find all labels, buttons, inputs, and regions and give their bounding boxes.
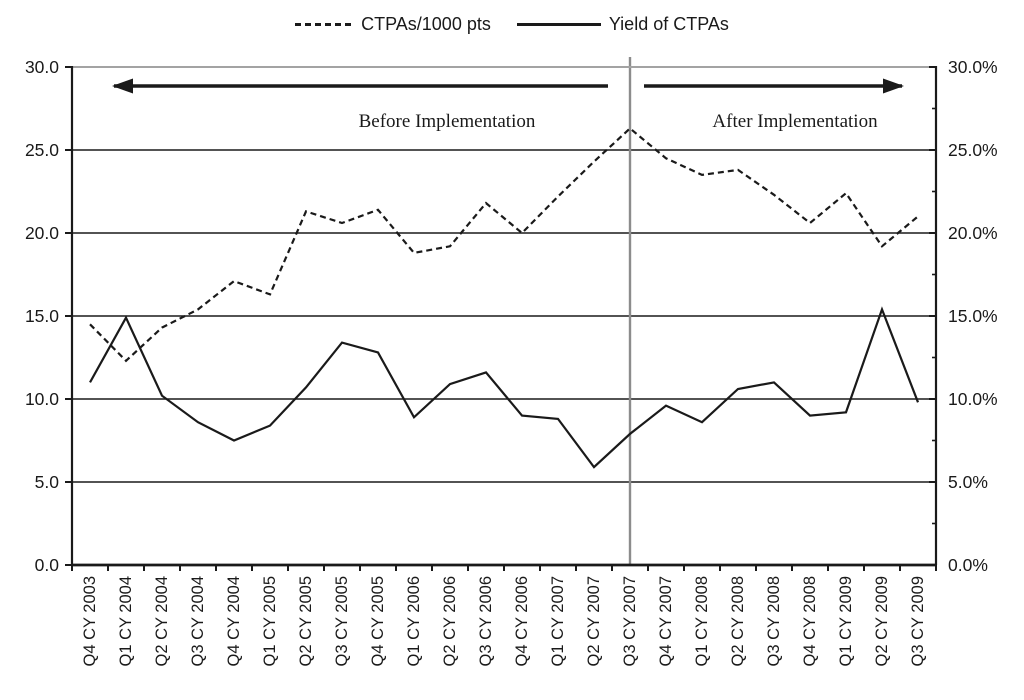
left-axis-tick-label: 10.0	[25, 389, 59, 409]
x-axis-category-label: Q3 CY 2008	[765, 576, 783, 667]
right-axis-tick-label: 15.0%	[948, 306, 998, 326]
x-axis-category-label: Q4 CY 2007	[657, 576, 675, 667]
left-axis-tick-label: 5.0	[35, 472, 60, 492]
x-axis-category-label: Q2 CY 2004	[153, 576, 171, 667]
after-implementation-label: After Implementation	[712, 111, 878, 132]
x-axis-category-label: Q3 CY 2007	[621, 576, 639, 667]
x-axis-category-label: Q2 CY 2006	[441, 576, 459, 667]
left-axis-tick-label: 30.0	[25, 57, 59, 77]
right-axis-tick-label: 30.0%	[948, 57, 998, 77]
x-axis-category-label: Q1 CY 2007	[549, 576, 567, 667]
right-axis-tick-label: 0.0%	[948, 555, 988, 575]
left-axis-tick-label: 0.0	[35, 555, 60, 575]
x-axis-category-label: Q2 CY 2007	[585, 576, 603, 667]
dashed-line-sample-icon	[295, 23, 354, 26]
x-axis-category-label: Q2 CY 2008	[729, 576, 747, 667]
legend-item-ctpas: CTPAs/1000 pts	[295, 14, 491, 35]
x-axis-category-label: Q3 CY 2009	[909, 576, 927, 667]
x-axis-category-label: Q1 CY 2006	[405, 576, 423, 667]
legend-item-yield: Yield of CTPAs	[516, 14, 729, 35]
series-yield-of-ctpas	[89, 306, 920, 469]
x-axis-category-label: Q1 CY 2009	[837, 576, 855, 667]
legend-label-yield: Yield of CTPAs	[608, 14, 729, 34]
left-axis-tick-label: 25.0	[25, 140, 59, 160]
solid-line-sample-icon	[516, 23, 601, 26]
x-axis-category-label: Q4 CY 2003	[81, 576, 99, 667]
x-axis-category-label: Q4 CY 2006	[513, 576, 531, 667]
x-axis-category-label: Q4 CY 2005	[369, 576, 387, 667]
x-axis-category-label: Q3 CY 2006	[477, 576, 495, 667]
x-axis-category-label: Q4 CY 2004	[225, 576, 243, 667]
before-arrow-head-icon	[112, 78, 133, 94]
left-axis-tick-label: 20.0	[25, 223, 59, 243]
legend-label-ctpas: CTPAs/1000 pts	[361, 14, 491, 34]
x-axis-category-label: Q3 CY 2004	[189, 576, 207, 667]
chart-legend: CTPAs/1000 pts Yield of CTPAs	[0, 14, 1024, 35]
x-axis-category-label: Q4 CY 2008	[801, 576, 819, 667]
right-axis-tick-label: 10.0%	[948, 389, 998, 409]
x-axis-category-label: Q2 CY 2009	[873, 576, 891, 667]
x-axis-category-label: Q1 CY 2005	[261, 576, 279, 667]
right-axis-tick-label: 25.0%	[948, 140, 998, 160]
x-axis-category-label: Q1 CY 2004	[117, 576, 135, 667]
left-axis-tick-label: 15.0	[25, 306, 59, 326]
after-arrow-head-icon	[883, 78, 904, 94]
series-ctpas-per-1000-pts	[89, 126, 919, 363]
before-implementation-label: Before Implementation	[358, 111, 536, 132]
x-axis-category-label: Q2 CY 2005	[297, 576, 315, 667]
right-axis-tick-label: 20.0%	[948, 223, 998, 243]
x-axis-category-label: Q1 CY 2008	[693, 576, 711, 667]
right-axis-tick-label: 5.0%	[948, 472, 988, 492]
x-axis-category-label: Q3 CY 2005	[333, 576, 351, 667]
